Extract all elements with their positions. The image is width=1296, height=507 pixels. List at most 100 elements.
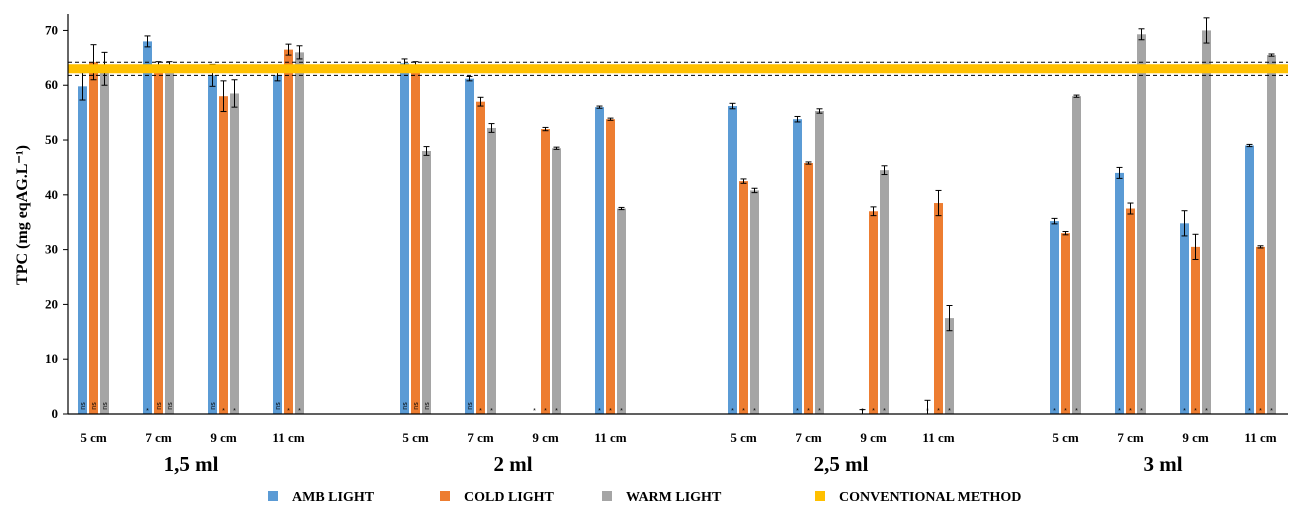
group-label: 2,5 ml	[814, 452, 869, 476]
category-label: 5 cm	[80, 430, 107, 445]
category-labels: 5 cm 7 cm 9 cm 11 cm 5 cm 7 cm 9 cm 11 cm 5 cm 7 …	[80, 430, 1276, 445]
bar	[728, 106, 737, 414]
y-tick-label: 50	[45, 132, 58, 147]
significance-mark: *	[753, 408, 756, 415]
legend: AMB LIGHT COLD LIGHT WARM LIGHT CONVENTIONA…	[268, 490, 1021, 505]
bar	[476, 101, 485, 414]
bar	[89, 62, 98, 414]
significance-mark: *	[1259, 408, 1262, 415]
legend-swatch	[602, 491, 612, 501]
legend-label: WARM LIGHT	[626, 490, 722, 505]
significance-mark: ns	[102, 402, 109, 410]
bar	[143, 41, 152, 415]
significance-mark: *	[1183, 408, 1186, 415]
bar	[945, 318, 954, 414]
significance-mark: *	[731, 408, 734, 415]
significance-mark: *	[533, 408, 536, 415]
significance-mark: *	[620, 408, 623, 415]
legend-swatch	[440, 491, 450, 501]
bar	[273, 75, 282, 414]
bar	[595, 107, 604, 414]
significance-mark: ns	[275, 402, 282, 410]
bar	[219, 96, 228, 415]
bar	[1245, 145, 1254, 415]
bar	[1050, 221, 1059, 414]
bar	[400, 63, 409, 415]
significance-mark: *	[1248, 408, 1251, 415]
bar	[1180, 223, 1189, 414]
bar	[230, 93, 239, 414]
significance-mark: *	[1064, 408, 1067, 415]
bar	[750, 190, 759, 414]
bar	[1115, 172, 1124, 414]
y-axis-ticks: 0 10 20 30 40 50 60 70	[45, 22, 68, 421]
y-tick-label: 10	[45, 351, 58, 366]
significance-mark: *	[233, 408, 236, 415]
category-label: 9 cm	[532, 430, 559, 445]
bar	[208, 75, 217, 414]
bar	[1126, 208, 1135, 414]
bar	[78, 86, 87, 414]
category-label: 9 cm	[860, 430, 887, 445]
bar	[100, 68, 109, 414]
bar	[934, 203, 943, 414]
legend-label: AMB LIGHT	[292, 490, 375, 505]
bar	[804, 163, 813, 414]
significance-mark: *	[872, 408, 875, 415]
significance-mark: *	[883, 408, 886, 415]
significance-mark: ns	[156, 402, 163, 410]
bar	[880, 170, 889, 414]
y-tick-label: 60	[45, 77, 58, 92]
significance-mark: *	[861, 408, 864, 415]
significance-mark: *	[555, 408, 558, 415]
category-label: 11 cm	[594, 430, 626, 445]
bar	[465, 78, 474, 414]
significance-mark: *	[479, 408, 482, 415]
significance-mark: *	[937, 408, 940, 415]
significance-mark: *	[298, 408, 301, 415]
category-label: 5 cm	[402, 430, 429, 445]
significance-mark: *	[598, 408, 601, 415]
group-label: 1,5 ml	[164, 452, 219, 476]
significance-mark: *	[948, 408, 951, 415]
y-axis-label: TPC (mg eqAG.L⁻¹)	[14, 145, 31, 285]
legend-swatch	[268, 491, 278, 501]
bar	[422, 150, 431, 414]
significance-mark: *	[1205, 408, 1208, 415]
significance-mark: ns	[424, 402, 431, 410]
reference-line-layer	[68, 61, 1288, 76]
bar	[1267, 55, 1276, 415]
bars-layer: ns ns ns*ns ns ns* *ns* *ns ns ns ns* * * * * * * * * * * * *…	[78, 17, 1276, 415]
bar	[1137, 34, 1146, 414]
bar	[1202, 30, 1211, 415]
bar	[154, 66, 163, 414]
significance-mark: ns	[167, 402, 174, 410]
y-tick-label: 40	[45, 187, 58, 202]
bar	[1061, 233, 1070, 414]
category-label: 11 cm	[1244, 430, 1276, 445]
category-label: 5 cm	[730, 430, 757, 445]
legend-label: COLD LIGHT	[464, 490, 555, 505]
significance-mark: *	[490, 408, 493, 415]
y-tick-label: 70	[45, 22, 58, 37]
bar	[606, 119, 615, 415]
significance-mark: ns	[402, 402, 409, 410]
significance-mark: *	[1140, 408, 1143, 415]
category-label: 7 cm	[467, 430, 494, 445]
significance-mark: *	[742, 408, 745, 415]
category-label: 9 cm	[1182, 430, 1209, 445]
category-label: 7 cm	[795, 430, 822, 445]
y-tick-label: 0	[52, 406, 59, 421]
y-tick-label: 30	[45, 242, 58, 257]
legend-swatch	[815, 491, 825, 501]
bar	[1072, 96, 1081, 415]
significance-mark: *	[287, 408, 290, 415]
significance-mark: *	[146, 408, 149, 415]
bar	[1191, 246, 1200, 414]
category-label: 7 cm	[1117, 430, 1144, 445]
bar	[815, 110, 824, 414]
category-label: 11 cm	[272, 430, 304, 445]
bar	[487, 127, 496, 415]
significance-mark: ns	[467, 402, 474, 410]
significance-mark: *	[1194, 408, 1197, 415]
